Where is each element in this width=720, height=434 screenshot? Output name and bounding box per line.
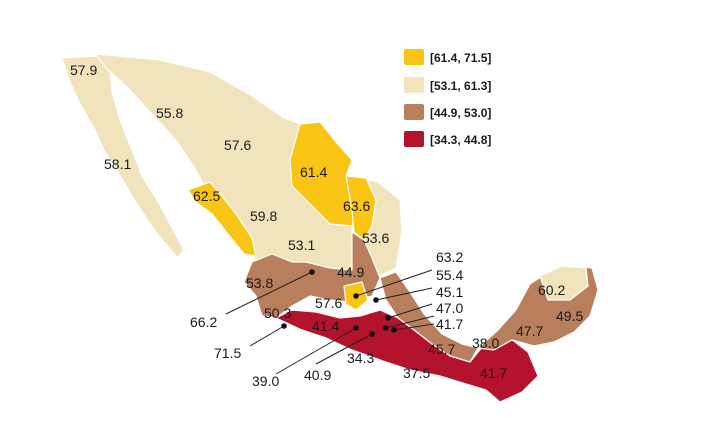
legend-label-1: [53.1, 61.3] — [430, 79, 491, 93]
leader-line-45-1 — [387, 303, 433, 319]
leader-dot-71-5 — [281, 323, 287, 329]
legend-swatch-0 — [404, 49, 424, 65]
state-value-label: 44.9 — [337, 264, 364, 280]
land-regions — [61, 53, 599, 403]
leader-line-66-2 — [225, 271, 313, 315]
callout-value-label: 47.0 — [436, 300, 463, 316]
callout-leaders — [225, 269, 435, 375]
legend-swatch-2 — [404, 104, 424, 120]
callout-value-label: 63.2 — [436, 249, 463, 265]
region-yucatan-pale — [539, 265, 589, 301]
region-sinaloa-yellow — [187, 181, 257, 257]
legend-label-0: [61.4, 71.5] — [430, 51, 491, 65]
leader-dot-66-2 — [309, 269, 315, 275]
leader-line-63-2 — [355, 269, 433, 297]
state-value-label: 53.6 — [362, 230, 389, 246]
state-value-label: 62.5 — [193, 188, 220, 204]
state-value-label: 63.6 — [343, 198, 370, 214]
state-value-label: 57.6 — [315, 295, 342, 311]
state-value-label: 60.2 — [538, 282, 565, 298]
leader-dot-47-0 — [383, 325, 389, 331]
region-nuevoleon-yellow — [345, 175, 377, 241]
callout-value-label: 71.5 — [214, 345, 241, 361]
callout-value-labels: 63.2 55.4 45.1 47.0 41.7 66.2 71.5 39.0 … — [190, 249, 463, 389]
state-value-label: 53.8 — [246, 275, 273, 291]
leader-line-47-0 — [385, 315, 435, 329]
leader-dot-45-1 — [385, 315, 391, 321]
state-value-label: 55.8 — [156, 105, 183, 121]
leader-line-40-9 — [315, 333, 373, 365]
leader-dot-41-7 — [391, 327, 397, 333]
region-south-red — [275, 309, 539, 403]
legend-item-0: [61.4, 71.5] — [404, 49, 491, 65]
state-value-labels: 57.9 55.8 57.6 58.1 61.4 62.5 63.6 59.8 … — [70, 62, 583, 381]
leader-line-71-5 — [249, 325, 285, 347]
callout-value-label: 45.1 — [436, 284, 463, 300]
legend-item-2: [44.9, 53.0] — [404, 104, 491, 120]
state-value-label: 57.6 — [224, 137, 251, 153]
state-value-label: 58.1 — [104, 156, 131, 172]
leader-dot-63-2 — [353, 293, 359, 299]
legend-item-3: [34.3, 44.8] — [404, 131, 491, 147]
state-value-label: 53.1 — [288, 237, 315, 253]
region-baja-peninsula — [61, 55, 185, 259]
state-value-label: 41.4 — [312, 318, 339, 334]
legend: [61.4, 71.5] [53.1, 61.3] [44.9, 53.0] [… — [404, 49, 491, 147]
state-value-label: 41.7 — [480, 365, 507, 381]
state-value-label: 34.3 — [347, 350, 374, 366]
leader-line-55-4 — [375, 287, 433, 301]
state-value-label: 59.8 — [250, 208, 277, 224]
leader-dot-40-9 — [369, 331, 375, 337]
callout-value-label: 40.9 — [304, 367, 331, 383]
leader-line-41-7 — [393, 323, 435, 331]
state-value-label: 57.9 — [70, 62, 97, 78]
state-value-label: 47.7 — [516, 323, 543, 339]
state-value-label: 61.4 — [300, 164, 327, 180]
leader-dot-55-4 — [373, 297, 379, 303]
state-value-label: 50.3 — [264, 305, 291, 321]
callout-value-label: 41.7 — [436, 316, 463, 332]
leader-line-39-0 — [275, 327, 357, 375]
callout-value-label: 39.0 — [252, 373, 279, 389]
callout-value-label: 55.4 — [436, 267, 463, 283]
state-value-label: 49.5 — [556, 308, 583, 324]
legend-swatch-3 — [404, 131, 424, 147]
legend-label-2: [44.9, 53.0] — [430, 106, 491, 120]
legend-label-3: [34.3, 44.8] — [430, 133, 491, 147]
state-value-label: 38.0 — [472, 335, 499, 351]
callout-value-label: 66.2 — [190, 314, 217, 330]
legend-item-1: [53.1, 61.3] — [404, 77, 491, 93]
state-value-label: 45.7 — [428, 341, 455, 357]
legend-swatch-1 — [404, 77, 424, 93]
state-value-label: 37.5 — [403, 365, 430, 381]
leader-dot-39-0 — [353, 325, 359, 331]
